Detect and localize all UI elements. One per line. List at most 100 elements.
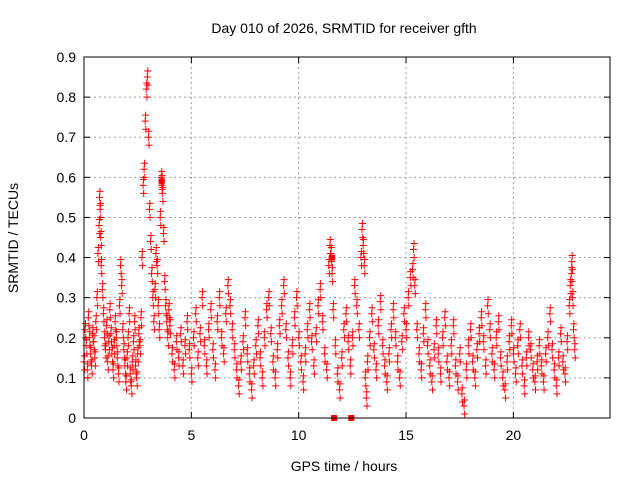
data-point bbox=[508, 330, 516, 338]
data-point bbox=[185, 346, 193, 354]
data-point bbox=[505, 338, 513, 346]
data-point bbox=[93, 288, 101, 296]
data-point bbox=[391, 334, 399, 342]
data-point bbox=[463, 374, 471, 382]
data-point bbox=[439, 342, 447, 350]
data-point bbox=[146, 199, 154, 207]
data-point bbox=[129, 338, 137, 346]
data-point bbox=[158, 189, 166, 197]
data-point bbox=[112, 334, 120, 342]
data-point bbox=[328, 264, 336, 272]
data-point bbox=[570, 320, 578, 328]
data-point bbox=[393, 358, 401, 366]
data-point bbox=[301, 350, 309, 358]
data-point bbox=[135, 330, 143, 338]
data-point bbox=[390, 300, 398, 308]
data-point bbox=[107, 324, 115, 332]
data-point bbox=[282, 334, 290, 342]
data-point bbox=[113, 354, 121, 362]
data-point bbox=[323, 374, 331, 382]
data-point bbox=[443, 358, 451, 366]
data-point bbox=[535, 342, 543, 350]
data-point bbox=[133, 368, 141, 376]
data-point bbox=[99, 310, 107, 318]
data-point bbox=[123, 348, 131, 356]
data-point bbox=[286, 374, 294, 382]
data-point bbox=[304, 334, 312, 342]
data-point bbox=[475, 330, 483, 338]
data-point bbox=[213, 318, 221, 326]
data-point bbox=[462, 366, 470, 374]
data-point bbox=[437, 364, 445, 372]
data-point bbox=[329, 306, 337, 314]
data-point bbox=[131, 326, 139, 334]
data-point bbox=[173, 332, 181, 340]
data-point bbox=[222, 304, 230, 312]
data-point bbox=[110, 374, 118, 382]
data-point bbox=[220, 350, 228, 358]
data-point bbox=[97, 234, 105, 241]
data-point bbox=[486, 320, 494, 328]
data-point bbox=[345, 346, 353, 354]
data-point bbox=[226, 296, 234, 304]
data-point bbox=[409, 260, 417, 268]
data-point bbox=[527, 354, 535, 362]
data-point bbox=[153, 256, 161, 264]
data-point bbox=[137, 308, 145, 316]
data-point bbox=[269, 352, 277, 360]
data-point bbox=[148, 270, 156, 278]
data-point bbox=[142, 85, 150, 93]
y-tick-label: 0.8 bbox=[57, 89, 77, 105]
data-point bbox=[497, 354, 505, 362]
data-point bbox=[333, 370, 341, 378]
data-point bbox=[287, 368, 295, 376]
data-point bbox=[126, 304, 134, 312]
data-point bbox=[415, 350, 423, 358]
data-point bbox=[512, 364, 520, 372]
data-point bbox=[146, 213, 154, 221]
data-point bbox=[107, 330, 115, 338]
data-point bbox=[424, 342, 432, 350]
data-point bbox=[179, 370, 187, 378]
data-point bbox=[566, 282, 574, 290]
data-point bbox=[310, 362, 318, 370]
x-tick-label: 0 bbox=[80, 427, 88, 443]
data-point bbox=[355, 320, 363, 328]
data-point bbox=[218, 328, 226, 336]
data-point bbox=[220, 358, 228, 366]
data-point bbox=[326, 236, 334, 244]
data-point bbox=[396, 368, 404, 376]
data-point bbox=[117, 270, 125, 278]
data-point bbox=[94, 250, 102, 258]
data-point bbox=[289, 350, 297, 358]
data-point bbox=[299, 378, 307, 386]
data-point bbox=[443, 352, 451, 360]
data-point bbox=[97, 199, 105, 207]
data-point bbox=[308, 332, 316, 340]
data-point bbox=[372, 366, 380, 374]
data-point bbox=[559, 352, 567, 360]
data-point bbox=[92, 318, 100, 326]
data-point bbox=[280, 282, 288, 290]
data-point bbox=[492, 334, 500, 342]
data-point bbox=[471, 374, 479, 382]
data-point bbox=[200, 342, 208, 350]
data-point bbox=[410, 246, 418, 254]
data-point bbox=[160, 238, 168, 246]
data-point bbox=[330, 314, 338, 322]
data-point bbox=[568, 266, 576, 274]
data-point bbox=[293, 302, 301, 310]
data-point bbox=[377, 292, 385, 300]
data-point bbox=[516, 326, 524, 334]
data-point bbox=[242, 322, 250, 330]
data-point bbox=[437, 378, 445, 386]
data-point bbox=[389, 306, 397, 314]
data-point bbox=[428, 386, 436, 394]
data-point bbox=[417, 360, 425, 368]
data-point bbox=[484, 302, 492, 310]
data-point bbox=[164, 334, 172, 342]
data-point bbox=[227, 310, 235, 318]
data-point bbox=[100, 304, 108, 312]
data-point bbox=[452, 356, 460, 364]
